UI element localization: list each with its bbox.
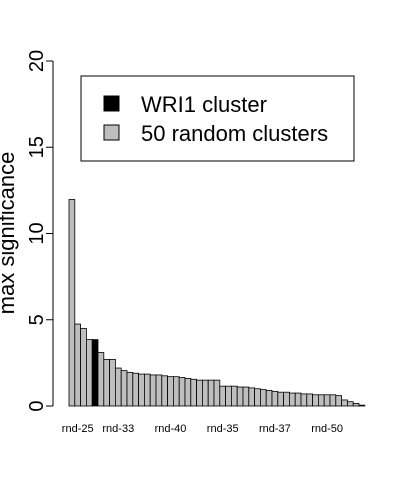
x-tick-label: rnd-25 — [62, 423, 94, 435]
x-tick-label: rnd-37 — [259, 423, 291, 435]
bar — [120, 370, 128, 407]
bar — [230, 385, 238, 407]
bar — [132, 372, 140, 407]
bar — [277, 391, 284, 407]
bar — [74, 323, 82, 407]
legend-label-wri1: WRI1 cluster — [141, 92, 267, 117]
bar — [115, 367, 122, 407]
bar — [242, 386, 250, 407]
bar — [265, 390, 273, 407]
bar — [184, 377, 192, 407]
bar — [178, 377, 186, 407]
y-tick-label: 20 — [26, 50, 48, 72]
y-axis: 0 5 10 15 20 — [26, 50, 54, 412]
bar — [358, 404, 366, 407]
bars — [68, 199, 366, 407]
x-tick-label: rnd-50 — [311, 423, 343, 435]
bar — [207, 379, 215, 407]
x-tick-label: rnd-40 — [155, 423, 187, 435]
bar — [86, 339, 93, 407]
bar — [329, 394, 337, 407]
bar — [138, 373, 145, 407]
y-tick-label: 0 — [26, 400, 48, 411]
bar — [155, 374, 163, 407]
bar — [143, 373, 151, 407]
bar — [323, 394, 331, 407]
bar — [312, 394, 319, 407]
bar — [149, 374, 157, 407]
legend-swatch-wri1 — [103, 95, 120, 112]
bar — [190, 378, 198, 407]
bar — [306, 393, 313, 407]
bar — [317, 394, 325, 407]
x-tick-label: rnd-33 — [102, 423, 134, 435]
bar — [346, 401, 354, 407]
y-tick-label: 10 — [26, 222, 48, 244]
bar — [259, 389, 267, 407]
bar — [248, 387, 256, 407]
bar — [201, 379, 209, 407]
x-tick-label: rnd-35 — [207, 423, 239, 435]
bar — [219, 385, 227, 407]
legend-box — [80, 75, 355, 162]
bar — [97, 352, 105, 407]
bar-wri1 — [91, 339, 99, 407]
bar — [109, 359, 116, 407]
bar — [294, 392, 302, 407]
bar — [288, 392, 296, 407]
bar — [172, 376, 180, 407]
legend-swatch-random — [103, 124, 120, 141]
bar — [126, 371, 134, 407]
bar — [167, 376, 174, 407]
bar — [271, 390, 279, 407]
bar — [225, 385, 232, 407]
y-tick-label: 15 — [26, 136, 48, 158]
bar — [68, 199, 76, 407]
bar — [196, 379, 203, 407]
x-tick-labels: rnd-25 rnd-33 rnd-40 rnd-35 rnd-37 rnd-50 — [62, 423, 343, 435]
y-axis-label: max significance — [0, 152, 19, 315]
bar — [335, 395, 342, 407]
bar — [341, 399, 348, 407]
y-tick-label: 5 — [26, 314, 48, 325]
bar — [254, 388, 261, 407]
bar — [213, 379, 221, 407]
bar — [103, 359, 111, 407]
bar — [300, 393, 308, 407]
bar — [236, 386, 244, 407]
bar — [283, 391, 290, 407]
legend: WRI1 cluster 50 random clusters — [80, 75, 355, 162]
bar — [80, 327, 87, 407]
bar — [161, 375, 169, 407]
legend-label-random: 50 random clusters — [141, 121, 328, 146]
bar — [352, 403, 360, 407]
